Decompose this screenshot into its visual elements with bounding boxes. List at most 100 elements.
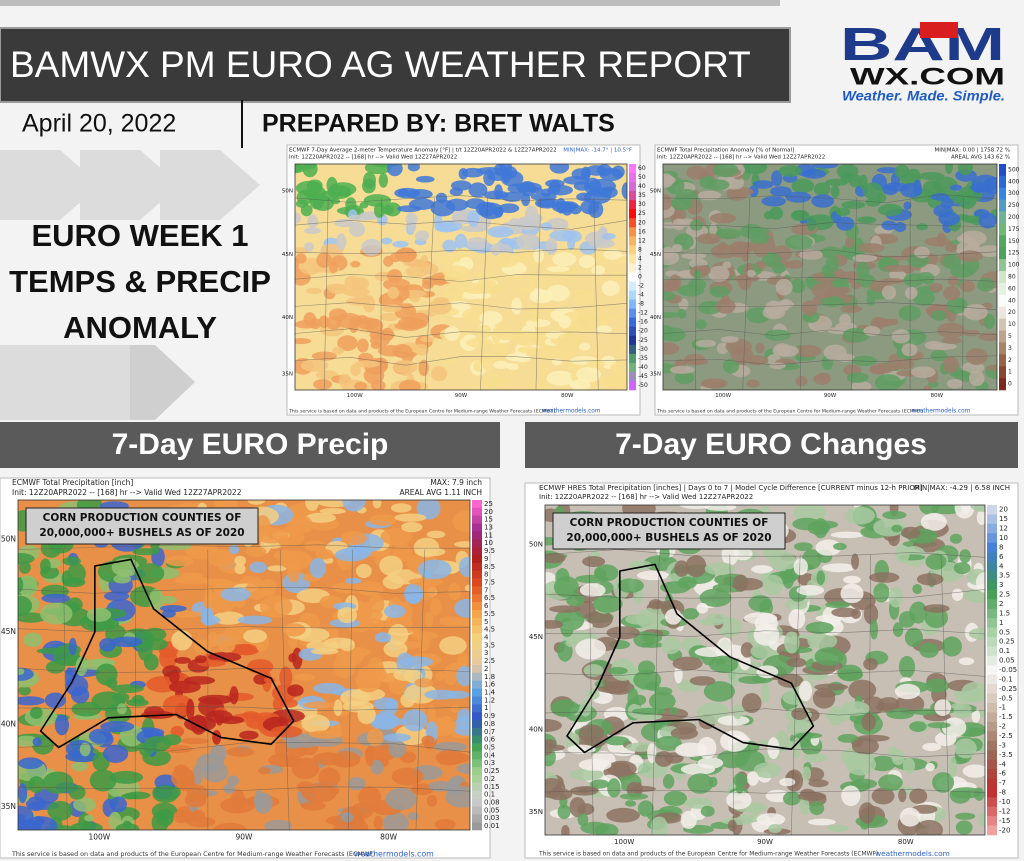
lon-label: 90W (757, 838, 773, 846)
field-patch (924, 607, 948, 629)
field-patch (901, 526, 921, 539)
field-patch (648, 599, 663, 610)
colorbar-label: 1.6 (484, 681, 496, 689)
field-patch (679, 505, 713, 509)
colorbar-label: 0.08 (484, 799, 500, 807)
field-patch (962, 329, 980, 337)
field-patch (362, 171, 377, 189)
field-patch (562, 230, 582, 243)
colorbar-cell (987, 514, 997, 525)
field-patch (971, 708, 981, 724)
colorbar-label: 40 (1008, 297, 1016, 304)
field-patch (960, 505, 971, 514)
field-patch (705, 179, 730, 191)
field-patch (170, 725, 185, 738)
colorbar-label: 0.15 (484, 783, 500, 791)
field-patch (579, 583, 606, 597)
field-patch (762, 574, 784, 596)
field-patch (614, 313, 627, 320)
field-patch (775, 278, 793, 296)
field-patch (132, 548, 160, 556)
field-patch (363, 367, 385, 385)
field-patch (41, 593, 71, 603)
field-patch (606, 807, 640, 823)
field-patch (968, 627, 985, 640)
field-patch (945, 164, 954, 174)
lat-label: 50N (282, 189, 293, 195)
field-patch (655, 735, 682, 752)
map-title: ECMWF Total Precipitation [inch] (12, 478, 133, 487)
field-patch (295, 164, 317, 170)
field-patch (881, 285, 897, 300)
section-bar (525, 422, 1018, 468)
field-patch (801, 300, 818, 317)
colorbar-cell (987, 740, 997, 751)
map-footer: This service is based on data and produc… (11, 850, 375, 858)
field-patch (113, 574, 132, 584)
field-patch (663, 790, 687, 807)
colorbar-cell (999, 318, 1006, 331)
field-patch (869, 755, 897, 772)
colorbar-cell (472, 775, 482, 784)
field-patch (805, 276, 815, 285)
field-patch (857, 216, 877, 224)
field-patch (387, 269, 403, 283)
colorbar-label: -12 (999, 807, 1010, 815)
field-patch (954, 738, 977, 759)
field-patch (553, 576, 579, 598)
colorbar-label: 3.5 (484, 641, 495, 649)
corn-label: CORN PRODUCTION COUNTIES OF (570, 517, 769, 529)
field-patch (696, 602, 709, 614)
field-patch (372, 712, 400, 730)
field-patch (506, 363, 519, 371)
field-patch (755, 260, 767, 269)
corn-label: 20,000,000+ BUSHELS AS OF 2020 (566, 532, 771, 544)
map-credit: weathermodels.com (875, 849, 950, 858)
field-patch (561, 202, 573, 216)
field-patch (424, 611, 434, 628)
lat-label: 40N (650, 315, 661, 321)
lon-label: 80W (561, 393, 574, 399)
colorbar-label: -2 (638, 283, 644, 290)
field-patch (549, 164, 570, 174)
field-patch (444, 326, 460, 341)
field-patch (131, 694, 145, 705)
field-patch (898, 655, 916, 679)
field-patch (270, 725, 303, 738)
field-patch (365, 745, 375, 767)
field-patch (186, 785, 209, 803)
corn-region-outline (566, 563, 815, 754)
colorbar-cell (999, 282, 1006, 296)
field-patch (337, 335, 358, 351)
field-patch (443, 286, 464, 302)
field-patch (850, 282, 861, 290)
field-patch (540, 188, 552, 197)
colorbar-cell (999, 235, 1006, 248)
colorbar-label: -50 (638, 382, 648, 389)
field-patch (909, 601, 928, 624)
colorbar-cell (629, 353, 636, 364)
field-patch (709, 285, 730, 298)
colorbar-label: 1 (484, 704, 488, 712)
colorbar-label: -30 (638, 346, 648, 353)
field-patch (545, 778, 566, 799)
field-patch (805, 621, 834, 634)
field-patch (540, 222, 552, 231)
field-patch (70, 822, 103, 830)
colorbar-cell (999, 354, 1006, 367)
field-patch (525, 319, 551, 328)
colorbar-label: -10 (999, 798, 1010, 806)
colorbar-cell (629, 173, 636, 183)
field-patch (378, 172, 389, 188)
colorbar-label: 0.6 (484, 736, 496, 744)
field-patch (404, 683, 438, 704)
corn-label-box (25, 507, 259, 545)
field-patch (809, 801, 825, 816)
colorbar-label: 0.1 (999, 647, 1010, 655)
field-patch (398, 379, 421, 390)
field-patch (18, 819, 42, 830)
field-patch (28, 776, 45, 793)
field-patch (726, 189, 748, 201)
field-patch (339, 638, 355, 652)
field-patch (831, 607, 859, 618)
